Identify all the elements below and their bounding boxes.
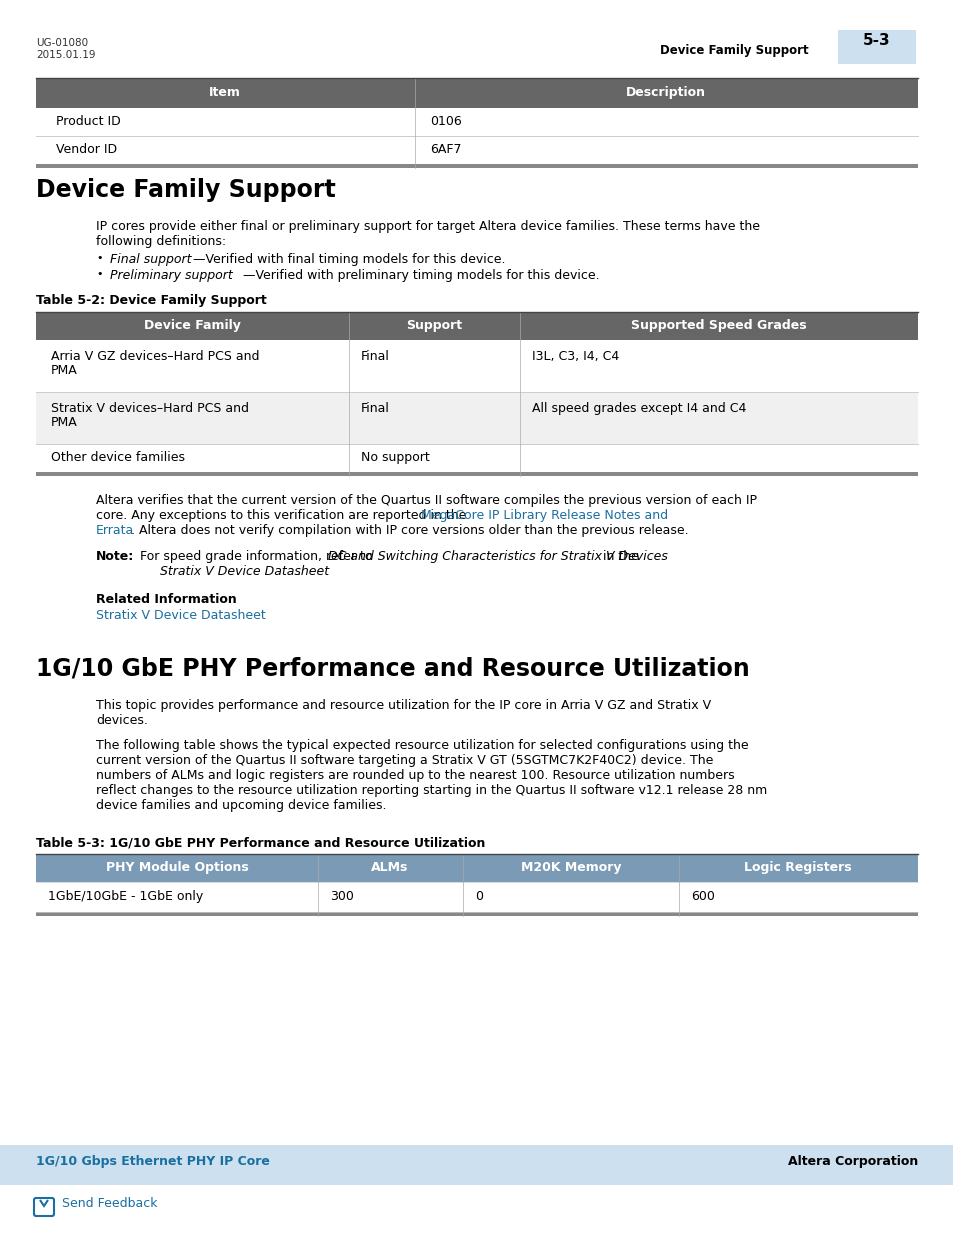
Text: Item: Item [209,86,241,99]
Text: Altera verifies that the current version of the Quartus II software compiles the: Altera verifies that the current version… [96,494,757,508]
Bar [36,882,917,911]
Bar [837,30,915,64]
Text: Final: Final [360,403,390,415]
Text: 5-3: 5-3 [862,33,890,48]
Text: 1G/10 GbE PHY Performance and Resource Utilization: 1G/10 GbE PHY Performance and Resource U… [36,657,749,680]
Text: Preliminary support: Preliminary support [110,269,233,282]
Text: Note:: Note: [96,550,134,563]
Bar [36,312,917,340]
Text: •: • [96,253,102,263]
Text: 2015.01.19: 2015.01.19 [36,49,95,61]
Text: .: . [296,564,301,578]
Text: Arria V GZ devices–Hard PCS and: Arria V GZ devices–Hard PCS and [51,350,259,363]
Text: core. Any exceptions to this verification are reported in the: core. Any exceptions to this verificatio… [96,509,470,522]
Bar [36,107,917,136]
Text: 600: 600 [690,890,714,903]
Text: Supported Speed Grades: Supported Speed Grades [631,319,806,332]
Text: Related Information: Related Information [96,593,236,606]
Text: numbers of ALMs and logic registers are rounded up to the nearest 100. Resource : numbers of ALMs and logic registers are … [96,769,734,782]
Text: Device Family Support: Device Family Support [659,44,808,57]
Text: devices.: devices. [96,714,148,727]
Text: Final support: Final support [110,253,192,266]
Text: Table 5-2: Device Family Support: Table 5-2: Device Family Support [36,294,267,308]
Text: —Verified with final timing models for this device.: —Verified with final timing models for t… [193,253,505,266]
Bar [0,1145,953,1186]
Text: PMA: PMA [51,416,77,429]
Text: Device Family Support: Device Family Support [36,178,335,203]
Text: 0: 0 [475,890,482,903]
Text: reflect changes to the resource utilization reporting starting in the Quartus II: reflect changes to the resource utilizat… [96,784,766,797]
Text: PMA: PMA [51,364,77,377]
Text: No support: No support [360,451,429,464]
Bar [36,78,917,107]
Text: device families and upcoming device families.: device families and upcoming device fami… [96,799,386,811]
Text: I3L, C3, I4, C4: I3L, C3, I4, C4 [532,350,618,363]
Text: MegaCore IP Library Release Notes and: MegaCore IP Library Release Notes and [420,509,667,522]
Bar [36,136,917,164]
Text: Logic Registers: Logic Registers [743,861,851,874]
Bar [36,472,917,475]
Text: •: • [96,269,102,279]
Text: IP cores provide either final or preliminary support for target Altera device fa: IP cores provide either final or prelimi… [96,220,760,233]
Text: Stratix V devices–Hard PCS and: Stratix V devices–Hard PCS and [51,403,249,415]
Text: 6AF7: 6AF7 [430,143,461,156]
Text: 0106: 0106 [430,115,461,128]
Text: 1G/10 Gbps Ethernet PHY IP Core: 1G/10 Gbps Ethernet PHY IP Core [36,1155,270,1168]
Text: Stratix V Device Datasheet: Stratix V Device Datasheet [160,564,329,578]
Text: Altera Corporation: Altera Corporation [787,1155,917,1168]
Text: Product ID: Product ID [56,115,121,128]
Bar [36,340,917,391]
Text: 1GbE/10GbE - 1GbE only: 1GbE/10GbE - 1GbE only [48,890,203,903]
Text: Table 5-3: 1G/10 GbE PHY Performance and Resource Utilization: Table 5-3: 1G/10 GbE PHY Performance and… [36,836,485,848]
Bar [36,445,917,472]
Text: For speed grade information, refer to: For speed grade information, refer to [140,550,376,563]
Text: current version of the Quartus II software targeting a Stratix V GT (5SGTMC7K2F4: current version of the Quartus II softwa… [96,755,713,767]
Text: PHY Module Options: PHY Module Options [106,861,248,874]
Text: in the: in the [598,550,639,563]
Text: Support: Support [406,319,461,332]
Text: Stratix V Device Datasheet: Stratix V Device Datasheet [96,609,266,622]
Text: ALMs: ALMs [371,861,408,874]
Bar [36,391,917,445]
Text: —Verified with preliminary timing models for this device.: —Verified with preliminary timing models… [243,269,599,282]
Bar [36,911,917,916]
Text: All speed grades except I4 and C4: All speed grades except I4 and C4 [532,403,745,415]
Text: Send Feedback: Send Feedback [62,1197,157,1210]
Text: 300: 300 [330,890,354,903]
Text: UG-01080: UG-01080 [36,38,88,48]
Text: . Altera does not verify compilation with IP core versions older than the previo: . Altera does not verify compilation wit… [131,524,688,537]
Bar [36,853,917,882]
Text: Vendor ID: Vendor ID [56,143,117,156]
Text: Description: Description [625,86,705,99]
Text: following definitions:: following definitions: [96,235,226,248]
Text: This topic provides performance and resource utilization for the IP core in Arri: This topic provides performance and reso… [96,699,710,713]
Text: DC and Switching Characteristics for Stratix V Devices: DC and Switching Characteristics for Str… [328,550,667,563]
Text: Other device families: Other device families [51,451,185,464]
Text: M20K Memory: M20K Memory [520,861,620,874]
Text: The following table shows the typical expected resource utilization for selected: The following table shows the typical ex… [96,739,748,752]
Bar [36,164,917,168]
Text: Device Family: Device Family [143,319,240,332]
Text: Final: Final [360,350,390,363]
Text: Errata: Errata [96,524,134,537]
